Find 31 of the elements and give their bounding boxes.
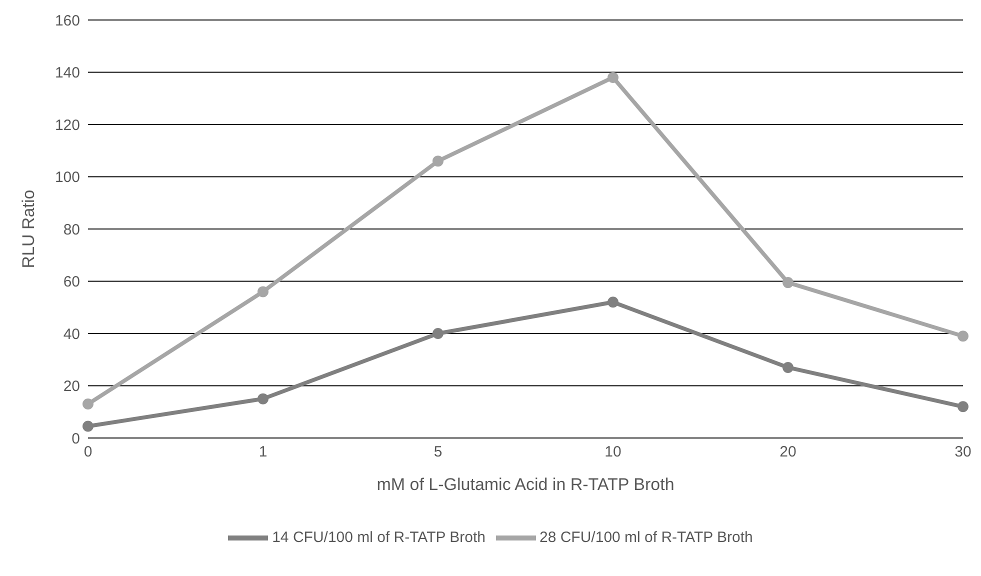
y-tick-label: 0 [72,430,80,448]
point [258,393,268,404]
legend-label: 14 CFU/100 ml of R-TATP Broth [272,528,486,546]
y-tick-label: 120 [54,116,80,134]
point [782,277,794,288]
y-tick-label: 20 [63,378,80,396]
x-axis-title: mM of L-Glutamic Acid in R-TATP Broth [376,475,674,494]
y-axis-title: RLU Ratio [19,190,38,268]
y-tick-label: 60 [63,274,80,291]
point [82,398,94,410]
x-tick-label: 10 [604,444,622,461]
y-tick-label: 100 [54,169,80,186]
y-tick-label: 140 [54,64,80,82]
x-tick-label: 20 [780,444,796,461]
y-tick-label: 80 [63,221,80,238]
point [958,330,968,342]
point [958,401,968,412]
x-tick-label: 0 [84,444,92,461]
legend-label: 28 CFU/100 ml of R-TATP Broth [540,528,753,546]
x-tick-label: 1 [258,444,268,461]
y-tick-label: 40 [63,326,80,343]
point [432,156,444,167]
x-tick-label: 30 [954,444,972,461]
point [258,286,268,298]
point [82,420,94,432]
point [782,362,794,373]
y-tick-label: 160 [54,12,80,30]
point [608,72,618,83]
x-tick-label: 5 [434,444,442,461]
point [432,328,444,339]
point [608,296,618,308]
